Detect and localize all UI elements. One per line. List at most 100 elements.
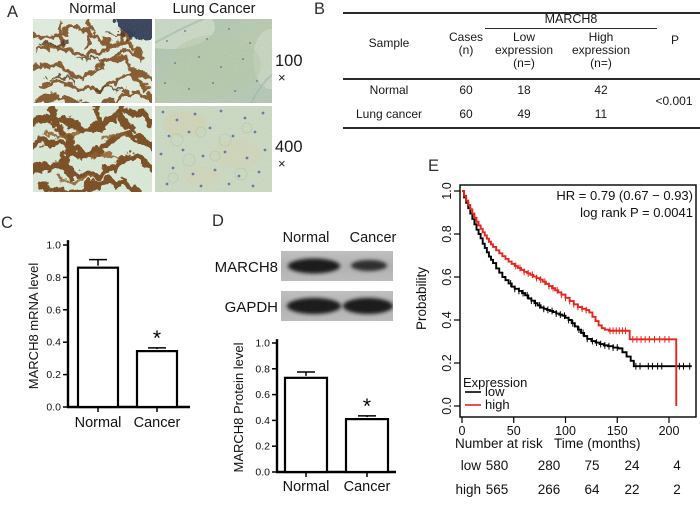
km-curve-high xyxy=(462,190,678,406)
svg-text:1.0: 1.0 xyxy=(440,182,454,199)
magnification-400x: 400 × xyxy=(275,139,303,170)
magnification-100x: 100 × xyxy=(275,53,303,84)
svg-text:0.4: 0.4 xyxy=(46,337,61,349)
bar-normal xyxy=(283,376,329,474)
ihc-image-normal-400x xyxy=(33,106,152,192)
blot-label-gapdh: GAPDH xyxy=(224,299,278,316)
table-header-p: P xyxy=(670,33,679,47)
panel-a-col-lung-cancer: Lung Cancer xyxy=(172,1,256,17)
table-group-underline xyxy=(485,27,657,29)
table-header-high-line2: expression xyxy=(571,43,631,57)
kaplan-meier-plot: 0 50 100 150 200 0.0 0.2 0.4 0.6 0.8 1.0 Probabilit… xyxy=(414,180,700,511)
table-cell-sample-normal: Normal xyxy=(369,83,409,97)
blot-label-march8: MARCH8 xyxy=(214,259,278,276)
svg-text:0.8: 0.8 xyxy=(46,272,61,284)
table-header-cases-line2: (n) xyxy=(458,43,474,57)
table-cell-sample-lungcancer: Lung cancer xyxy=(355,107,423,121)
svg-text:1.0: 1.0 xyxy=(46,240,61,252)
table-rule-top xyxy=(343,12,700,14)
table-header-sample: Sample xyxy=(368,36,410,50)
significance-asterisk: * xyxy=(363,395,371,418)
legend-title: Expression xyxy=(463,375,527,390)
panel-e-label: E xyxy=(428,157,440,175)
western-blot-gapdh xyxy=(281,291,393,321)
risk-value: 2 xyxy=(673,482,681,497)
table-rule-bottom xyxy=(343,127,700,129)
legend-entry-low: low xyxy=(485,384,505,399)
protein-bar-chart: 0.0 0.2 0.4 0.6 0.8 1.0 Normal Cancer * MARCH8 Pr… xyxy=(230,336,402,511)
risk-value: 75 xyxy=(584,458,599,473)
table-cell-low-lungcancer: 49 xyxy=(517,107,531,121)
magnification-400x-value: 400 xyxy=(275,138,303,156)
blot-col-normal: Normal xyxy=(282,230,330,246)
ihc-image-normal-100x xyxy=(33,19,152,103)
significance-asterisk: * xyxy=(153,327,161,350)
table-header-cases: Cases (n) xyxy=(436,31,496,57)
mrna-bar-chart: 0.0 0.2 0.4 0.6 0.8 1.0 Normal Cancer * MARCH8 mR… xyxy=(25,233,195,435)
table-header-cases-line1: Cases xyxy=(448,30,483,44)
risk-table-title: Number at risk Time (months) xyxy=(455,436,641,451)
svg-text:0.4: 0.4 xyxy=(255,415,270,427)
table-header-low-line1: Low xyxy=(512,30,535,44)
panel-d-label: D xyxy=(212,212,224,230)
magnification-100x-value: 100 xyxy=(275,52,303,70)
table-rule-mid xyxy=(343,78,700,80)
svg-text:0.8: 0.8 xyxy=(440,225,454,242)
table-header-high-line1: High xyxy=(588,30,614,44)
blot-col-cancer: Cancer xyxy=(349,230,397,246)
table-cell-high-normal: 42 xyxy=(594,83,608,97)
western-blot-march8 xyxy=(281,251,393,281)
panel-a-col-normal: Normal xyxy=(69,1,116,17)
risk-row-label-high: high xyxy=(455,482,481,497)
table-group-header-march8: MARCH8 xyxy=(544,12,598,26)
bar-normal xyxy=(76,266,120,409)
panel-b-label: B xyxy=(314,0,326,18)
table-cell-cases-normal: 60 xyxy=(459,83,473,97)
bar-cancer xyxy=(135,350,179,409)
table-cell-cases-lungcancer: 60 xyxy=(459,107,473,121)
risk-value: 24 xyxy=(624,458,640,473)
annotation: log rank P = 0.0041 xyxy=(580,205,693,220)
category-label: Normal xyxy=(283,479,330,495)
category-label: Normal xyxy=(75,415,122,431)
bar-cancer xyxy=(344,418,390,474)
svg-text:0.0: 0.0 xyxy=(255,467,270,479)
table-header-high-line3: (n=) xyxy=(590,56,612,70)
y-axis-label: Probability xyxy=(415,267,429,330)
table-cell-p-value: <0.001 xyxy=(655,94,693,108)
risk-value: 580 xyxy=(486,458,509,473)
y-axis-label: MARCH8 Protein level xyxy=(231,342,246,472)
table-cell-high-lungcancer: 11 xyxy=(594,107,608,121)
ihc-image-cancer-100x xyxy=(155,19,272,103)
svg-text:0.2: 0.2 xyxy=(440,354,454,371)
table-header-high-expression: High expression (n=) xyxy=(561,31,641,70)
svg-text:100: 100 xyxy=(555,424,576,438)
table-header-low-expression: Low expression (n=) xyxy=(484,31,564,70)
category-label: Cancer xyxy=(344,479,391,495)
panel-a-label: A xyxy=(7,3,19,21)
svg-text:0.4: 0.4 xyxy=(440,311,454,328)
table-cell-low-normal: 18 xyxy=(517,83,531,97)
risk-value: 22 xyxy=(624,482,639,497)
risk-value: 64 xyxy=(584,482,600,497)
svg-text:150: 150 xyxy=(607,424,628,438)
panel-b-table: MARCH8 Sample Cases (n) Low expression (… xyxy=(343,0,700,130)
risk-value: 266 xyxy=(538,482,561,497)
svg-text:0.0: 0.0 xyxy=(46,402,61,414)
svg-text:1.0: 1.0 xyxy=(255,338,270,350)
table-header-low-line2: expression xyxy=(494,43,554,57)
y-axis-label: MARCH8 mRNA level xyxy=(26,263,41,390)
svg-text:0.2: 0.2 xyxy=(46,369,61,381)
svg-text:0.0: 0.0 xyxy=(440,397,454,414)
risk-value: 4 xyxy=(673,458,681,473)
annotation: HR = 0.79 (0.67 − 0.93) xyxy=(556,188,693,203)
svg-text:0.2: 0.2 xyxy=(255,441,270,453)
risk-value: 280 xyxy=(538,458,561,473)
svg-text:0.6: 0.6 xyxy=(255,389,270,401)
legend-entry-high: high xyxy=(485,397,510,412)
svg-text:0.6: 0.6 xyxy=(46,304,61,316)
svg-text:0.8: 0.8 xyxy=(255,363,270,375)
category-label: Cancer xyxy=(134,415,181,431)
risk-value: 565 xyxy=(486,482,509,497)
